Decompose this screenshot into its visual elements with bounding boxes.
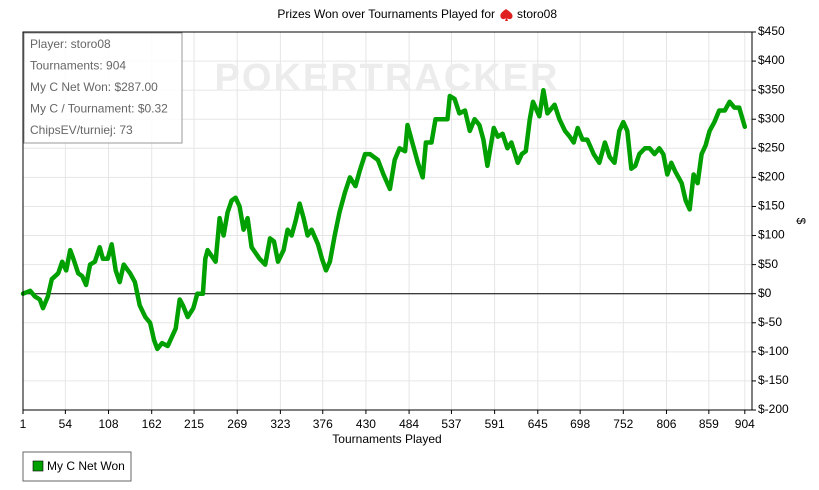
player-name: storo08 [517, 7, 557, 21]
x-tick-label: 376 [313, 417, 333, 431]
x-tick-label: 108 [99, 417, 119, 431]
spade-icon [500, 9, 513, 21]
x-tick-label: 269 [227, 417, 247, 431]
legend-swatch [32, 460, 44, 472]
x-tick-label: 162 [142, 417, 162, 431]
y-tick-label: $100 [758, 228, 785, 242]
x-tick-label: 859 [699, 417, 719, 431]
y-tick-label: $400 [758, 53, 785, 67]
x-axis-title: Tournaments Played [332, 432, 441, 446]
y-tick-label: $-100 [758, 344, 789, 358]
y-tick-label: $350 [758, 82, 785, 96]
y-tick-label: $50 [758, 257, 778, 271]
stats-line: My C Net Won: $287.00 [30, 80, 158, 94]
y-tick-label: $-200 [758, 402, 789, 416]
x-tick-label: 645 [528, 417, 548, 431]
y-tick-label: $-50 [758, 315, 782, 329]
x-tick-label: 591 [485, 417, 505, 431]
x-tick-label: 1 [20, 417, 27, 431]
y-tick-label: $200 [758, 170, 785, 184]
y-tick-label: $-150 [758, 373, 789, 387]
stats-line: My C / Tournament: $0.32 [30, 102, 168, 116]
x-tick-label: 904 [735, 417, 755, 431]
y-tick-label: $0 [758, 286, 772, 300]
x-tick-label: 752 [613, 417, 633, 431]
watermark: POKERTRACKER [215, 57, 560, 99]
stats-line: Player: storo08 [30, 37, 111, 51]
x-tick-label: 430 [356, 417, 376, 431]
stats-line: ChipsEV/turniej: 73 [30, 123, 133, 137]
stats-box [23, 32, 183, 144]
x-tick-label: 323 [270, 417, 290, 431]
stats-line: Tournaments: 904 [30, 59, 126, 73]
y-tick-label: $250 [758, 140, 785, 154]
legend-label: My C Net Won [47, 459, 125, 473]
x-tick-label: 806 [656, 417, 676, 431]
x-tick-label: 698 [570, 417, 590, 431]
chart-title: Prizes Won over Tournaments Played for [277, 7, 495, 21]
data-line [20, 87, 748, 352]
y-tick-label: $300 [758, 111, 785, 125]
y-axis-title: $ [794, 218, 808, 225]
x-tick-label: 215 [184, 417, 204, 431]
plot-frame [22, 31, 753, 411]
x-tick-label: 54 [59, 417, 73, 431]
x-tick-label: 537 [441, 417, 461, 431]
x-tick-label: 484 [399, 417, 419, 431]
y-tick-label: $150 [758, 199, 785, 213]
y-tick-label: $450 [758, 24, 785, 38]
